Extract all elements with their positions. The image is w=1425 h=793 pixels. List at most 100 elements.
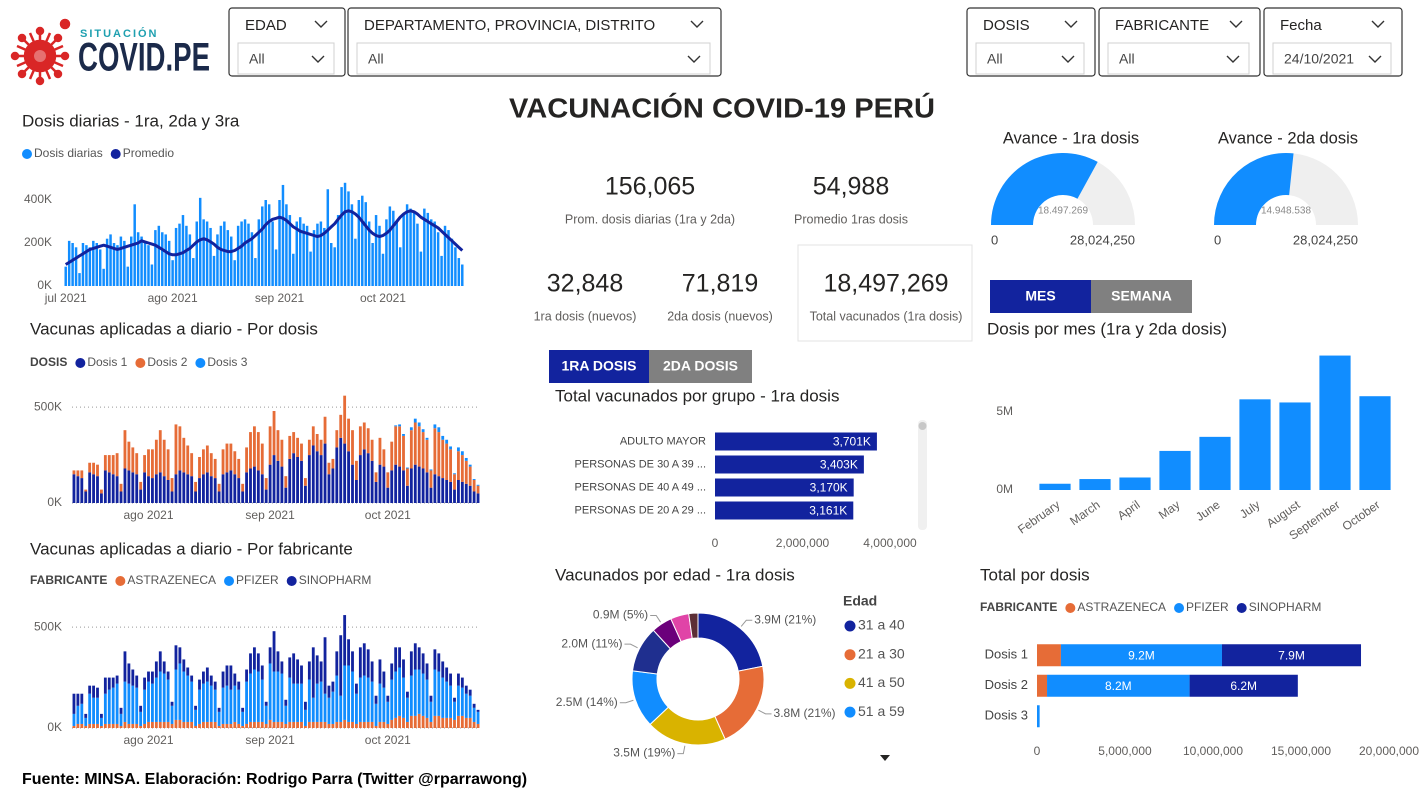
bar <box>437 653 441 672</box>
bar <box>323 443 327 503</box>
scrollbar-track[interactable] <box>918 420 927 530</box>
y-tick-label: PERSONAS DE 30 A 39 ... <box>575 458 706 470</box>
toggle-button[interactable] <box>990 280 1091 313</box>
bar <box>300 460 303 503</box>
bar <box>221 723 225 728</box>
chevron[interactable] <box>314 20 328 28</box>
toggle-button[interactable] <box>549 350 649 383</box>
bar <box>450 238 454 286</box>
filter-dropdown[interactable] <box>237 42 335 75</box>
bar <box>192 258 195 286</box>
bar <box>464 685 468 694</box>
scrollbar-thumb[interactable] <box>918 422 927 430</box>
bar <box>441 435 445 440</box>
bar <box>240 221 243 286</box>
bar <box>92 462 95 475</box>
toggle-button[interactable] <box>649 350 752 383</box>
bar <box>296 659 299 684</box>
leader-line <box>740 619 753 627</box>
chevron[interactable] <box>1064 20 1078 28</box>
bar <box>361 195 364 286</box>
bar <box>198 723 201 728</box>
bar <box>85 245 88 286</box>
bar <box>249 721 252 728</box>
bar <box>253 647 256 670</box>
bar <box>413 715 417 728</box>
chevron[interactable] <box>311 55 325 63</box>
bar <box>398 424 401 427</box>
bar <box>460 677 464 688</box>
y-tick-label: 0M <box>996 482 1013 496</box>
chevron[interactable] <box>1061 55 1075 63</box>
toggle-button-label[interactable]: 2DA DOSIS <box>663 358 738 374</box>
filter-value: All <box>987 51 1003 67</box>
bar <box>343 395 347 444</box>
bar <box>1037 674 1048 697</box>
bar <box>331 691 335 724</box>
bar <box>253 426 256 467</box>
bar <box>256 470 260 503</box>
bar <box>335 447 339 503</box>
filter-label: DEPARTAMENTO, PROVINCIA, DISTRITO <box>364 17 655 34</box>
bar <box>123 240 126 286</box>
x-tick-label: 4,000,000 <box>863 536 917 550</box>
bar <box>315 655 319 684</box>
bar <box>96 476 99 503</box>
bar <box>347 665 350 722</box>
bar <box>398 426 401 467</box>
bar <box>453 701 456 720</box>
gauge-limit-label: 0 <box>991 232 998 247</box>
bar <box>219 225 223 286</box>
bar <box>147 245 150 286</box>
bar <box>241 711 245 726</box>
bar <box>378 225 381 286</box>
bar <box>331 468 335 503</box>
chevron[interactable] <box>690 20 704 28</box>
bar <box>398 647 401 668</box>
logo-top: SITUACIÓN <box>80 27 159 40</box>
bar <box>72 693 76 714</box>
chevron[interactable] <box>1226 55 1240 63</box>
bar <box>343 615 347 666</box>
bar <box>84 713 88 718</box>
bar <box>198 679 201 690</box>
bar <box>362 643 366 676</box>
chevron[interactable] <box>1229 20 1243 28</box>
bar <box>182 437 186 473</box>
bar <box>221 671 225 688</box>
bar <box>111 687 115 724</box>
bar <box>378 464 382 503</box>
toggle-button-label[interactable]: MES <box>1025 288 1055 304</box>
toggle-button-label[interactable]: SEMANA <box>1111 288 1172 304</box>
filter-dropdown[interactable] <box>975 42 1085 75</box>
chevron[interactable] <box>1371 20 1385 28</box>
bar <box>229 723 233 728</box>
filter-dropdown[interactable] <box>1107 42 1250 75</box>
legend-scroll-arrow[interactable] <box>880 755 890 761</box>
bar <box>256 721 260 728</box>
bar <box>406 721 409 728</box>
bar <box>88 462 92 473</box>
bar <box>382 466 386 503</box>
bar <box>413 464 417 503</box>
chevron[interactable] <box>687 55 701 63</box>
toggle-button-label[interactable]: 1RA DOSIS <box>562 358 637 374</box>
bar <box>453 474 456 490</box>
bar <box>413 643 417 670</box>
bar <box>147 721 150 728</box>
bar <box>225 665 229 686</box>
bar <box>186 721 190 728</box>
kpi-value: 32,848 <box>547 270 623 298</box>
legend-label: Dosis 3 <box>207 355 247 369</box>
bar <box>123 430 127 469</box>
chart-title: Vacunas aplicadas a diario - Por dosis <box>30 319 318 338</box>
bar <box>355 460 358 480</box>
toggle-button[interactable] <box>1091 280 1192 313</box>
bar <box>182 671 186 722</box>
bar <box>237 689 241 724</box>
bar <box>327 723 331 728</box>
bar <box>272 411 276 456</box>
filter-dropdown[interactable] <box>356 42 711 75</box>
chevron[interactable] <box>1368 55 1382 63</box>
filter-value: All <box>368 51 384 67</box>
